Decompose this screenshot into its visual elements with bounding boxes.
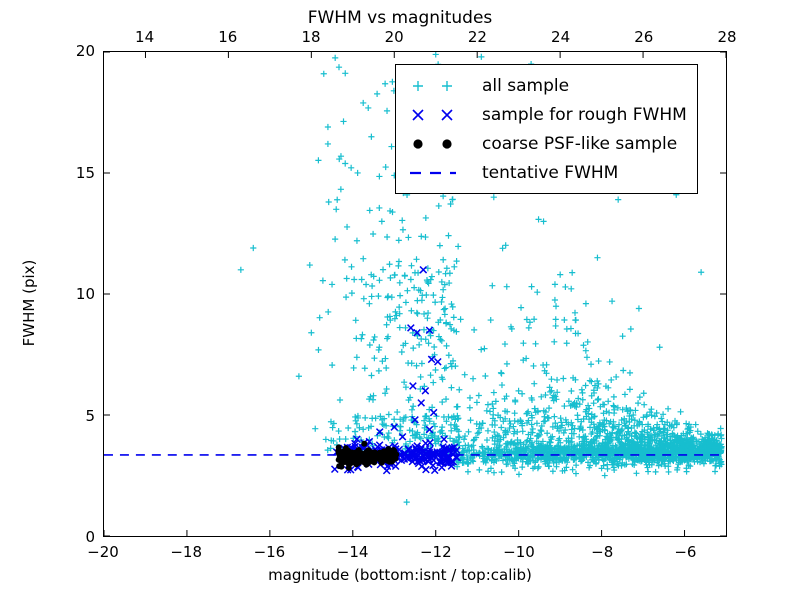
x-tick-label-bottom: −10	[503, 543, 535, 561]
x-tick-label-top: 26	[634, 28, 654, 46]
x-tick-label-top: 28	[717, 28, 737, 46]
scatter-canvas	[104, 52, 726, 536]
x-tick-label-top: 18	[301, 28, 321, 46]
x-tick-label-top: 14	[135, 28, 155, 46]
x-tick-label-top: 22	[467, 28, 487, 46]
legend-label: sample for rough FWHM	[482, 104, 687, 125]
legend-label: all sample	[482, 75, 570, 96]
x-tick-label-bottom: −6	[674, 543, 697, 561]
legend-label: coarse PSF-like sample	[482, 133, 678, 154]
series-coarse-psf-like-sample	[335, 440, 400, 471]
x-tick-label-bottom: −12	[419, 543, 452, 561]
y-tick-label: 20	[75, 42, 95, 60]
x-tick-label-bottom: −20	[87, 543, 119, 561]
x-tick-label-bottom: −14	[336, 543, 369, 561]
y-tick-label: 0	[85, 528, 95, 546]
y-axis-label: FWHM (pix)	[20, 259, 38, 347]
chart-legend: all sample sample for rough FWHM coarse PS…	[395, 64, 698, 194]
legend-entry: sample for rough FWHM	[404, 100, 687, 129]
legend-entry: coarse PSF-like sample	[404, 129, 687, 158]
x-tick-label-top: 20	[384, 28, 404, 46]
legend-marker-plus-icon	[404, 75, 478, 97]
chart-title: FWHM vs magnitudes	[307, 8, 493, 28]
x-tick-label-bottom: −8	[591, 543, 614, 561]
legend-entry: tentative FWHM	[404, 158, 687, 187]
legend-marker-cross-icon	[404, 104, 478, 126]
legend-marker-dashline-icon	[404, 162, 478, 184]
legend-label: tentative FWHM	[482, 162, 619, 183]
x-tick-label-top: 16	[218, 28, 238, 46]
x-tick-label-top: 24	[551, 28, 571, 46]
y-tick-label: 5	[85, 406, 95, 425]
legend-marker-dot-icon	[404, 133, 478, 155]
legend-entry: all sample	[404, 71, 687, 100]
x-tick-label-bottom: −16	[253, 543, 286, 561]
x-axis-label: magnitude (bottom:isnt / top:calib)	[268, 566, 532, 584]
x-tick-label-bottom: −18	[170, 543, 203, 561]
series-all-sample	[237, 52, 725, 506]
y-tick-label: 15	[75, 163, 95, 182]
y-tick-label: 10	[75, 285, 95, 303]
